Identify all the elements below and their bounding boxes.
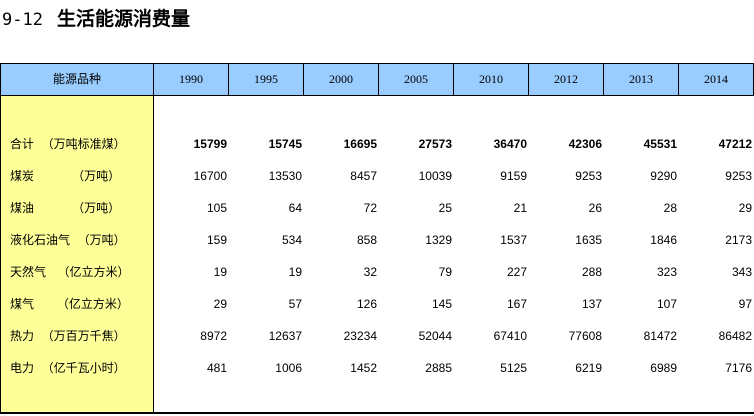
table-cell: 8972 (200, 329, 227, 343)
energy-consumption-table: 能源品种 1990 1995 2000 2005 2010 2012 2013 … (0, 63, 754, 414)
table-cell: 57 (288, 297, 302, 311)
table-cell: 9159 (500, 169, 527, 183)
header-energy-type: 能源品种 (0, 64, 154, 95)
table-row: 液化石油气 （万吨） 159 534 858 1329 1537 1635 1846 2173 (0, 224, 754, 256)
table-cell: 1006 (275, 361, 302, 375)
table-cell: 10039 (418, 169, 452, 183)
table-row: 煤炭 （万吨） 16700 13530 8457 10039 9159 9253 9290 92… (0, 160, 754, 192)
table-cell: 29 (738, 201, 752, 215)
table-cell: 13530 (268, 169, 302, 183)
table-cell: 72 (363, 201, 377, 215)
table-row: 电力 （亿千瓦小时） 481 1006 1452 2885 5125 6219 6989 717… (0, 352, 754, 384)
table-row: 天然气 （亿立方米） 19 19 32 79 227 288 323 343 (0, 256, 754, 288)
table-cell: 29 (213, 297, 227, 311)
table-title: 生活能源消费量 (56, 8, 190, 30)
table-row: 热力 （万百万千焦） 8972 12637 23234 52044 67410 77608 8… (0, 320, 754, 352)
table-cell: 1452 (350, 361, 377, 375)
table-cell: 77608 (568, 329, 602, 343)
table-cell: 145 (431, 297, 452, 311)
table-cell: 2885 (425, 361, 452, 375)
table-cell: 1846 (650, 233, 677, 247)
table-cell: 26 (588, 201, 602, 215)
table-cell: 323 (656, 265, 677, 279)
table-row: 合计 （万吨标准煤） 15799 15745 16695 27573 36470 42306… (0, 128, 754, 160)
header-year: 2010 (454, 64, 529, 95)
page-title: 9-12 生活能源消费量 (2, 6, 190, 32)
table-cell: 227 (506, 265, 527, 279)
table-number: 9-12 (2, 10, 43, 30)
table-cell: 45531 (643, 137, 677, 151)
table-cell: 97 (738, 297, 752, 311)
table-cell: 9290 (650, 169, 677, 183)
table-cell: 137 (581, 297, 602, 311)
table-cell: 9253 (725, 169, 752, 183)
table-cell: 16700 (193, 169, 227, 183)
row-label: 合计 （万吨标准煤） (10, 137, 126, 151)
table-cell: 2173 (725, 233, 752, 247)
table-cell: 15799 (193, 137, 227, 151)
header-year: 2013 (604, 64, 679, 95)
header-year: 2000 (304, 64, 379, 95)
row-label: 煤气 （亿立方米） (10, 297, 129, 311)
table-cell: 81472 (643, 329, 677, 343)
header-year: 2014 (679, 64, 754, 95)
table-cell: 159 (206, 233, 227, 247)
row-label: 液化石油气 （万吨） (10, 233, 126, 247)
table-cell: 79 (438, 265, 452, 279)
label-column (0, 96, 154, 414)
table-cell: 858 (356, 233, 377, 247)
table-cell: 19 (213, 265, 227, 279)
table-cell: 107 (656, 297, 677, 311)
table-cell: 36470 (493, 137, 527, 151)
row-label: 电力 （亿千瓦小时） (10, 361, 126, 375)
table-cell: 47212 (718, 137, 752, 151)
table-cell: 167 (506, 297, 527, 311)
table-cell: 32 (363, 265, 377, 279)
header-year: 2005 (379, 64, 454, 95)
table-cell: 126 (356, 297, 377, 311)
table-cell: 25 (438, 201, 452, 215)
table-cell: 288 (581, 265, 602, 279)
table-cell: 105 (206, 201, 227, 215)
row-label: 煤炭 （万吨） (10, 169, 121, 183)
table-cell: 27573 (418, 137, 452, 151)
table-header-row: 能源品种 1990 1995 2000 2005 2010 2012 2013 … (0, 63, 754, 96)
table-cell: 86482 (718, 329, 752, 343)
row-label: 天然气 （亿立方米） (10, 265, 130, 279)
table-cell: 5125 (500, 361, 527, 375)
table-row: 煤气 （亿立方米） 29 57 126 145 167 137 107 97 (0, 288, 754, 320)
table-cell: 21 (513, 201, 527, 215)
header-year: 1990 (154, 64, 229, 95)
table-cell: 9253 (575, 169, 602, 183)
table-cell: 343 (731, 265, 752, 279)
table-cell: 6989 (650, 361, 677, 375)
header-year: 1995 (229, 64, 304, 95)
table-cell: 67410 (493, 329, 527, 343)
table-cell: 1537 (500, 233, 527, 247)
table-cell: 1329 (425, 233, 452, 247)
table-cell: 534 (281, 233, 302, 247)
table-cell: 42306 (568, 137, 602, 151)
table-cell: 19 (288, 265, 302, 279)
table-cell: 481 (206, 361, 227, 375)
table-cell: 7176 (725, 361, 752, 375)
table-cell: 8457 (350, 169, 377, 183)
table-cell: 52044 (418, 329, 452, 343)
row-label: 热力 （万百万千焦） (10, 329, 126, 343)
table-cell: 16695 (343, 137, 377, 151)
table-cell: 64 (288, 201, 302, 215)
table-cell: 6219 (575, 361, 602, 375)
table-cell: 23234 (343, 329, 377, 343)
header-year: 2012 (529, 64, 604, 95)
table-bottom-border (0, 412, 754, 414)
table-cell: 1635 (575, 233, 602, 247)
table-cell: 12637 (268, 329, 302, 343)
table-cell: 28 (663, 201, 677, 215)
row-label: 煤油 （万吨） (10, 201, 121, 215)
table-cell: 15745 (268, 137, 302, 151)
table-row: 煤油 （万吨） 105 64 72 25 21 26 28 29 (0, 192, 754, 224)
